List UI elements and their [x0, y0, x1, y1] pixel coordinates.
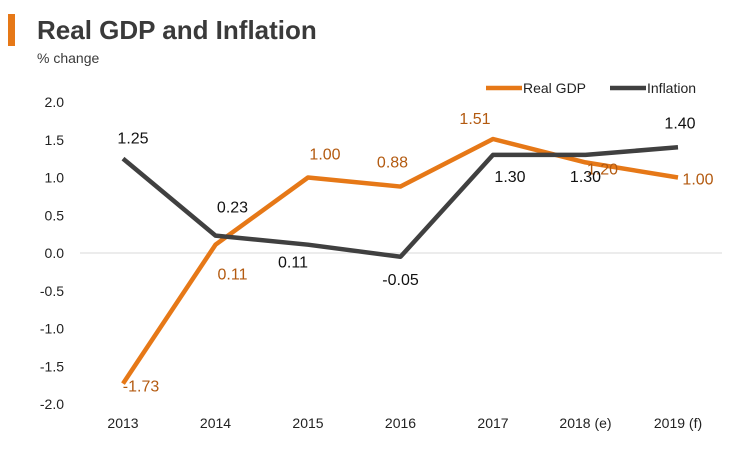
- y-tick-label: -1.5: [40, 358, 64, 374]
- x-tick-label: 2019 (f): [654, 415, 702, 431]
- inflation-data-label: 1.25: [117, 131, 148, 148]
- x-tick-label: 2014: [200, 415, 231, 431]
- x-tick-label: 2015: [292, 415, 323, 431]
- real-gdp-data-label: 1.00: [309, 147, 340, 164]
- inflation-data-label: 1.30: [494, 169, 525, 186]
- y-tick-label: -1.0: [40, 321, 64, 337]
- y-tick-label: 0.5: [45, 207, 65, 223]
- y-tick-label: 1.5: [45, 132, 65, 148]
- y-tick-label: 0.0: [45, 245, 65, 261]
- y-tick-label: -2.0: [40, 396, 64, 412]
- inflation-data-label: 1.40: [664, 115, 695, 132]
- chart-subtitle: % change: [37, 50, 100, 66]
- real-gdp-data-label: -1.73: [123, 379, 160, 396]
- real-gdp-data-label: 1.51: [459, 111, 490, 128]
- inflation-data-label: 0.23: [217, 200, 248, 217]
- chart-title: Real GDP and Inflation: [37, 15, 317, 45]
- inflation-series-line: [121, 145, 679, 260]
- y-tick-label: 2.0: [45, 94, 65, 110]
- y-tick-label: -0.5: [40, 283, 64, 299]
- inflation-data-label: -0.05: [382, 272, 419, 289]
- x-tick-label: 2017: [477, 415, 508, 431]
- y-tick-label: 1.0: [45, 170, 65, 186]
- x-tick-label: 2016: [385, 415, 416, 431]
- real-gdp-data-label: 1.00: [682, 172, 713, 189]
- real-gdp-data-label: 1.20: [587, 161, 618, 178]
- real-gdp-data-label: 0.11: [218, 267, 248, 284]
- inflation-legend-label: Inflation: [647, 80, 696, 96]
- title-accent-bar: [8, 14, 15, 46]
- real-gdp-series-line: [121, 136, 679, 385]
- inflation-data-label: 0.11: [278, 255, 308, 272]
- real-gdp-data-label: 0.88: [377, 155, 408, 172]
- real-gdp-legend-label: Real GDP: [523, 80, 586, 96]
- x-tick-label: 2018 (e): [559, 415, 611, 431]
- inflation-data-label: 1.30: [570, 169, 601, 186]
- x-tick-label: 2013: [107, 415, 138, 431]
